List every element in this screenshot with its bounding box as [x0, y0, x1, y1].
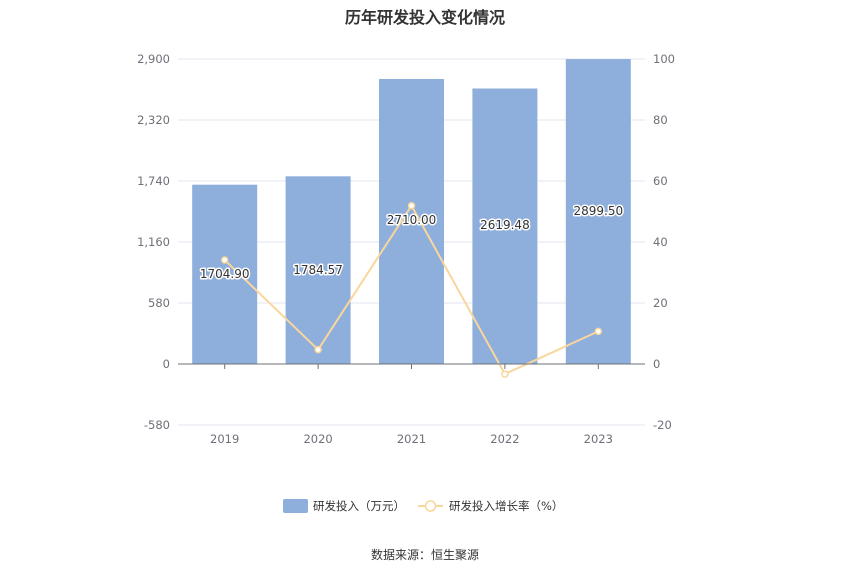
- y-right-tick-label: 100: [653, 52, 675, 66]
- bar-value-label: 1784.57: [293, 263, 343, 277]
- y-right-tick-label: 80: [653, 113, 668, 127]
- growth-point: [501, 370, 509, 378]
- y-left-tick-label: 0: [163, 357, 170, 371]
- source-note: 数据来源：恒生聚源: [370, 548, 479, 562]
- x-tick-label: 2023: [584, 432, 613, 446]
- legend-bar-swatch: [283, 499, 308, 513]
- y-left-tick-label: 580: [148, 296, 170, 310]
- y-left-tick-label: 1,740: [137, 174, 170, 188]
- growth-point: [220, 256, 229, 264]
- x-tick-label: 2021: [397, 432, 426, 446]
- bar: [379, 78, 444, 364]
- x-tick-label: 2020: [303, 432, 332, 446]
- bar: [285, 176, 351, 364]
- legend: 研发投入（万元） 研发投入增长率（%）: [283, 499, 563, 513]
- axes: -580 0 580 1,160 1,740 2,320 2,900 -20 0 20 40 60 80…: [137, 52, 675, 446]
- bar-value-label: 2899.50: [573, 204, 623, 218]
- y-right-tick-label: 20: [653, 296, 668, 310]
- y-left-tick-label: 2,320: [137, 113, 170, 127]
- y-right-tick-label: 60: [653, 174, 668, 188]
- y-right-tick-label: -20: [653, 418, 672, 432]
- y-right-tick-label: 40: [653, 235, 668, 249]
- chart-title: 历年研发投入变化情况: [344, 8, 505, 27]
- y-left-tick-label: 2,900: [137, 52, 170, 66]
- bar: [472, 88, 538, 365]
- bar-series: [192, 59, 631, 365]
- bar-value-label: 2619.48: [480, 218, 530, 232]
- x-tick-label: 2022: [490, 432, 519, 446]
- legend-bar-label: 研发投入（万元）: [313, 499, 405, 513]
- bar: [192, 184, 258, 364]
- bar: [565, 59, 631, 365]
- bar-value-label: 1704.90: [200, 267, 250, 281]
- growth-point: [594, 327, 603, 336]
- growth-point: [407, 201, 416, 210]
- data-labels: 1704.90 1784.57 2710.00 2619.48 2899.50: [198, 203, 624, 283]
- growth-point: [314, 345, 322, 354]
- y-left-tick-label: -580: [144, 418, 170, 432]
- y-right-tick-label: 0: [653, 357, 660, 371]
- line-series: [220, 201, 603, 378]
- x-tick-label: 2019: [210, 432, 239, 446]
- legend-line-label: 研发投入增长率（%）: [449, 499, 563, 513]
- bar-value-label: 2710.00: [387, 213, 437, 227]
- legend-line-marker: [424, 500, 437, 512]
- y-left-tick-label: 1,160: [137, 235, 170, 249]
